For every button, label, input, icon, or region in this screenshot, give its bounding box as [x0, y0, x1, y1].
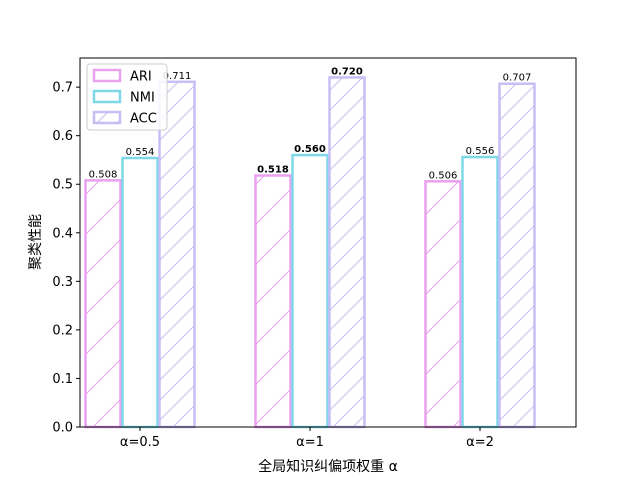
bar-acc-2 — [328, 76, 366, 429]
y-tick-label: 0.7 — [52, 81, 73, 96]
bar-nmi-3 — [461, 155, 499, 429]
value-labels-group: 0.508 0.518 0.506 0.554 0.560 0.556 0.711 0.720… — [89, 66, 532, 181]
x-axis-label: 全局知识纠偏项权重 α — [258, 458, 398, 475]
legend-swatch-ari — [92, 68, 122, 83]
legend-label-nmi: NMI — [130, 91, 155, 106]
y-tick-label: 0.1 — [52, 372, 73, 387]
bar-nmi-1 — [121, 156, 159, 429]
bar-acc-1 — [158, 80, 196, 429]
y-tick-label: 0.5 — [52, 178, 73, 193]
plot-frame — [79, 57, 577, 428]
legend: ARI NMI ACC — [86, 63, 168, 131]
y-tick-label: 0.4 — [52, 226, 73, 241]
value-label-acc-3: 0.707 — [503, 73, 532, 84]
x-tick-label: α=0.5 — [120, 435, 160, 450]
bar-ari-3 — [424, 180, 462, 429]
value-label-nmi-3: 0.556 — [466, 146, 495, 157]
value-label-acc-2: 0.720 — [331, 66, 363, 77]
bar-nmi-2 — [291, 153, 329, 429]
axes-group: 0.0 0.1 0.2 0.3 0.4 0.5 0.6 0.7 α=0.5 α=1 α=2 — [52, 57, 577, 450]
bar-ari-2 — [254, 174, 292, 429]
x-tick-label: α=1 — [296, 435, 324, 450]
bar-ari-1 — [84, 179, 122, 429]
value-label-acc-1: 0.711 — [163, 71, 192, 82]
legend-swatch-nmi — [92, 89, 122, 104]
value-label-ari-2: 0.518 — [257, 164, 289, 175]
bars-group — [84, 76, 536, 429]
y-tick-label: 0.3 — [52, 275, 73, 290]
value-label-nmi-2: 0.560 — [294, 144, 326, 155]
value-label-ari-3: 0.506 — [429, 170, 458, 181]
y-tick-label: 0.6 — [52, 129, 73, 144]
y-tick-label: 0.2 — [52, 323, 73, 338]
legend-label-acc: ACC — [130, 112, 157, 127]
y-tick-label: 0.0 — [52, 421, 73, 436]
y-axis-label: 聚类性能 — [28, 214, 44, 270]
legend-swatch-acc — [92, 110, 122, 125]
value-label-ari-1: 0.508 — [89, 169, 118, 180]
x-tick-label: α=2 — [466, 435, 494, 450]
bar-acc-3 — [498, 82, 536, 429]
legend-label-ari: ARI — [130, 70, 152, 85]
value-label-nmi-1: 0.554 — [126, 147, 155, 158]
